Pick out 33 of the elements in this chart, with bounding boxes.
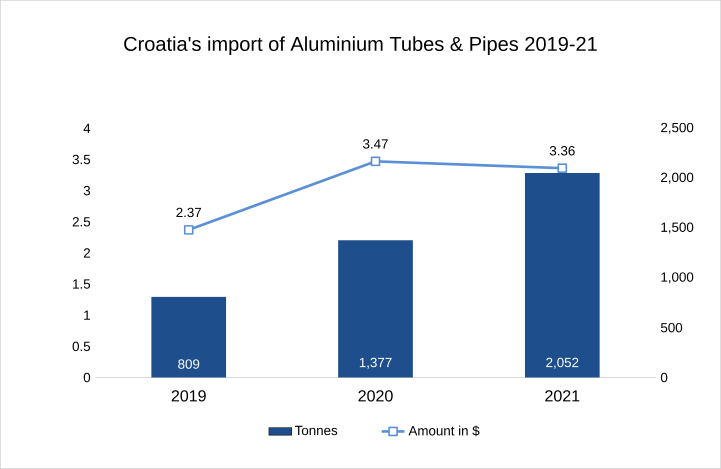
y-tick-label: 3 xyxy=(84,186,90,196)
data-label: 809 xyxy=(178,359,200,369)
y2-tick-label: 0 xyxy=(660,372,668,382)
y-tick-label: 0.5 xyxy=(72,342,90,352)
y-tick-label: 0 xyxy=(84,372,90,382)
point xyxy=(557,163,568,174)
x-tick-label: 2021 xyxy=(545,390,580,402)
y-tick-label: 2.5 xyxy=(72,217,90,227)
y2-tick-label: 500 xyxy=(660,323,682,332)
y-tick-label: 1 xyxy=(84,310,90,320)
data-label: 1,377 xyxy=(360,358,392,369)
y-tick-label: 3.5 xyxy=(72,154,90,164)
x-tick-label: 2019 xyxy=(172,390,206,402)
y-tick-label: 4 xyxy=(84,124,90,134)
y2-tick-label: 1,000 xyxy=(661,272,694,284)
y2-tick-label: 2,500 xyxy=(661,122,694,134)
y2-tick-label: 1,500 xyxy=(661,222,694,234)
point xyxy=(370,156,380,166)
legend-label: Amount in $ xyxy=(408,426,480,436)
legend-label: Tonnes xyxy=(294,426,338,436)
data-label: 3.36 xyxy=(550,146,575,156)
bar xyxy=(338,240,413,378)
bar xyxy=(524,173,600,378)
y-tick-label: 2 xyxy=(84,248,90,258)
x-tick-label: 2020 xyxy=(358,390,393,402)
chart-title: Croatia's import of Aluminium Tubes & Pipes 2019-21 xyxy=(124,36,597,56)
bar xyxy=(151,296,226,378)
y-tick-label: 1.5 xyxy=(73,279,90,289)
data-label: 3.47 xyxy=(363,139,388,149)
point xyxy=(184,225,194,235)
data-label: 2,052 xyxy=(546,358,578,369)
y2-tick-label: 2,000 xyxy=(661,172,694,184)
data-label: 2.37 xyxy=(176,208,202,218)
